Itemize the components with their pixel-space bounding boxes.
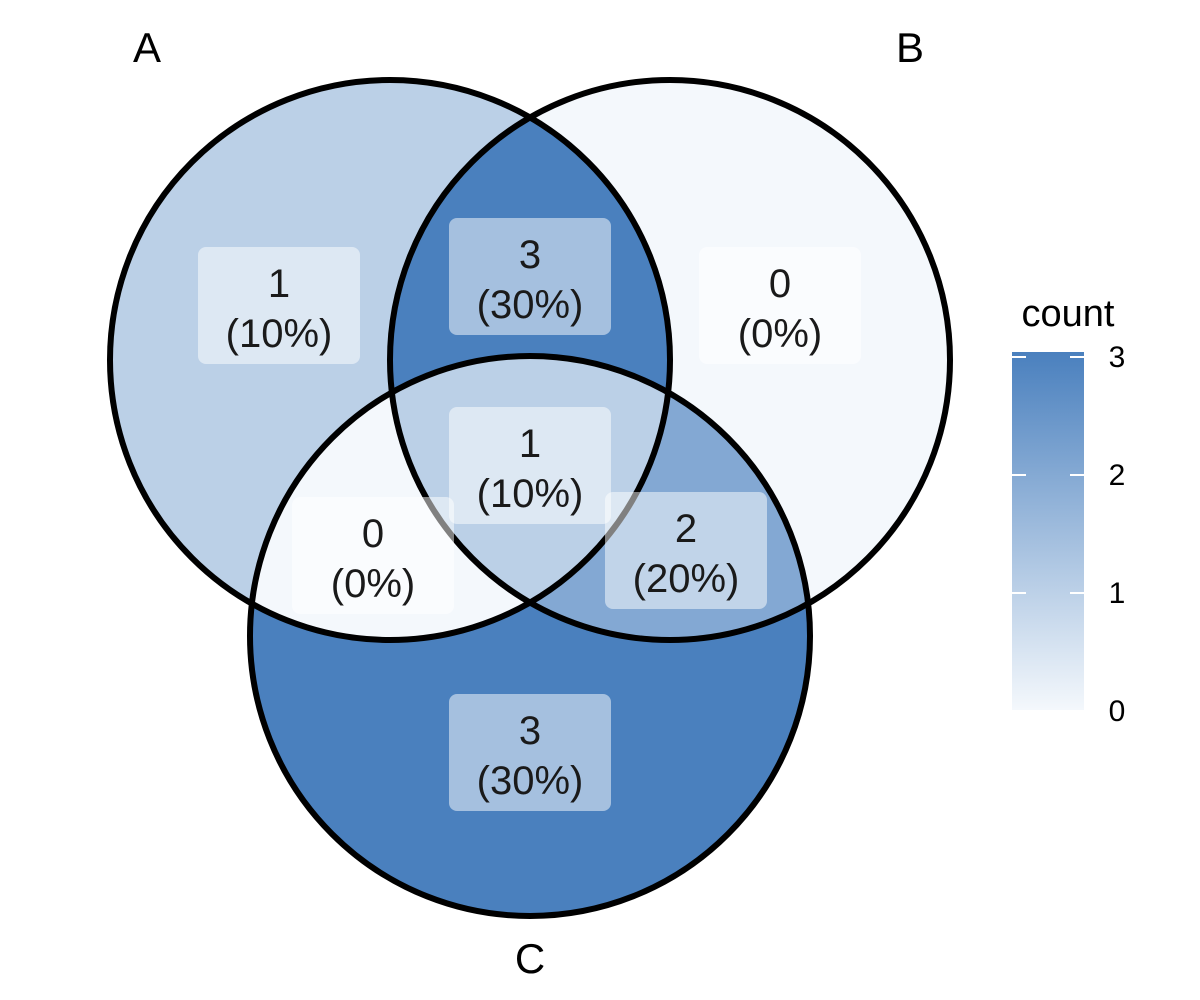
region-count: 0 xyxy=(362,512,384,556)
region-percent: (10%) xyxy=(477,472,584,516)
region-label-b-only: 0 (0%) xyxy=(699,247,861,364)
region-count: 1 xyxy=(519,422,541,466)
legend-colorbar xyxy=(1012,352,1084,710)
region-label-bc: 2 (20%) xyxy=(605,492,767,609)
region-count: 0 xyxy=(769,262,791,306)
region-label-box xyxy=(449,407,611,524)
region-percent: (20%) xyxy=(633,557,740,601)
region-percent: (0%) xyxy=(331,562,415,606)
region-label-box xyxy=(198,247,360,364)
set-c-circle xyxy=(247,353,813,919)
region-label-ac: 0 (0%) xyxy=(292,497,454,614)
region-label-c-only: 3 (30%) xyxy=(449,694,611,811)
region-percent: (10%) xyxy=(226,312,333,356)
region-label-box xyxy=(605,492,767,609)
color-legend: count 0 1 2 3 xyxy=(1012,293,1125,728)
region-label-box xyxy=(292,497,454,614)
set-a-circle xyxy=(107,77,673,643)
legend-tick-label: 3 xyxy=(1109,341,1126,374)
region-count: 2 xyxy=(675,507,697,551)
legend-tick-label: 2 xyxy=(1109,459,1126,492)
legend-tick-label: 0 xyxy=(1109,695,1126,728)
set-b-circle xyxy=(387,77,953,643)
legend-tick-label: 1 xyxy=(1109,577,1126,610)
set-b-label: B xyxy=(896,24,924,71)
region-label-box xyxy=(449,694,611,811)
region-label-box xyxy=(699,247,861,364)
region-percent: (0%) xyxy=(738,312,822,356)
region-percent: (30%) xyxy=(477,759,584,803)
region-label-ab: 3 (30%) xyxy=(449,218,611,335)
region-label-box xyxy=(449,218,611,335)
set-a-label: A xyxy=(133,24,161,71)
region-count: 3 xyxy=(519,233,541,277)
region-count: 3 xyxy=(519,709,541,753)
region-label-abc: 1 (10%) xyxy=(449,407,611,524)
region-percent: (30%) xyxy=(477,283,584,327)
set-c-label: C xyxy=(515,935,545,982)
legend-title: count xyxy=(1022,293,1115,335)
region-label-a-only: 1 (10%) xyxy=(198,247,360,364)
region-count: 1 xyxy=(268,262,290,306)
